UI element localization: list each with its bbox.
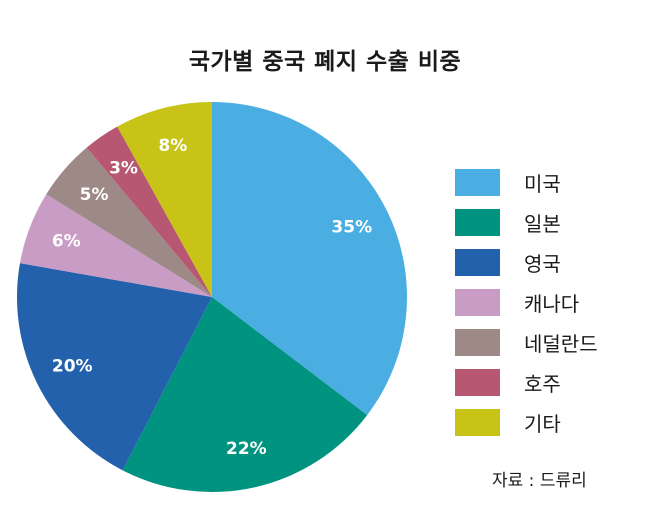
pie-slice-4 [19,194,212,297]
pie-data-labels: 35% 22% 20% 6% 5%3% 8% [52,136,372,459]
slice-label-5: 5% [80,185,109,205]
legend-label-1: 미국 [524,171,561,196]
legend-swatch-4 [455,288,500,316]
legend-swatch-2 [455,208,500,236]
slice-label-2: 22% [226,439,267,459]
legend-item-2: 일본 [455,202,598,242]
legend-swatch-1 [455,168,500,196]
legend-item-4: 캐나다 [455,282,598,322]
legend-item-5: 네덜란드 [455,322,598,362]
pie-slices [16,102,408,492]
legend-label-3: 영국 [524,251,561,276]
pie-slice-3 [16,263,212,471]
legend-swatch-6 [455,368,500,396]
pie-slice-6 [86,126,212,298]
slice-label-3: 20% [52,356,93,376]
pie-slice-1 [212,102,408,416]
legend-label-7: 기타 [524,411,561,436]
legend-item-3: 영국 [455,242,598,282]
slice-label-6: 3% [109,159,138,179]
slice-label-4: 6% [52,231,81,251]
legend-item-7: 기타 [455,402,598,442]
slice-label-7: 8% [158,136,187,156]
legend-label-5: 네덜란드 [524,331,598,356]
legend-label-6: 호주 [524,371,561,396]
chart-title: 국가별 중국 폐지 수출 비중 [188,49,462,75]
legend-swatch-5 [455,328,500,356]
legend-label-4: 캐나다 [524,291,580,316]
pie-slice-7 [117,102,212,297]
slice-label-1: 35% [331,218,372,238]
legend-swatch-3 [455,248,500,276]
legend-label-2: 일본 [524,211,561,236]
legend-swatch-7 [455,408,500,436]
pie-slice-5 [46,147,212,297]
legend-item-1: 미국 [455,162,598,202]
source-note: 자료 : 드류리 [492,471,587,491]
legend-item-6: 호주 [455,362,598,402]
pie-slice-2 [122,297,368,492]
